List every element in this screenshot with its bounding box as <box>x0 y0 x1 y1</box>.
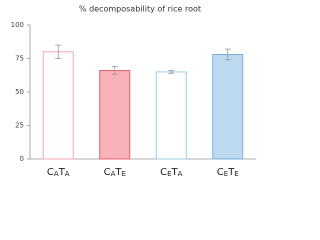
y-tick-label: 75 <box>15 55 24 63</box>
y-tick-label: 0 <box>20 155 24 163</box>
bar <box>155 71 187 160</box>
bar <box>212 53 244 160</box>
x-tick-label: CETE <box>217 167 239 178</box>
y-tick-label: 100 <box>11 21 24 29</box>
bar <box>99 70 131 160</box>
chart-title: % decomposability of rice root <box>79 5 201 14</box>
x-tick-label: CATA <box>47 167 70 178</box>
bar <box>42 51 74 160</box>
x-tick-label: CETA <box>160 167 183 178</box>
x-tick-label: CATE <box>104 167 126 178</box>
y-tick-label: 25 <box>15 122 24 130</box>
y-tick-label: 50 <box>15 88 24 96</box>
chart: % decomposability of rice root 0 25 50 75 10… <box>11 5 256 178</box>
